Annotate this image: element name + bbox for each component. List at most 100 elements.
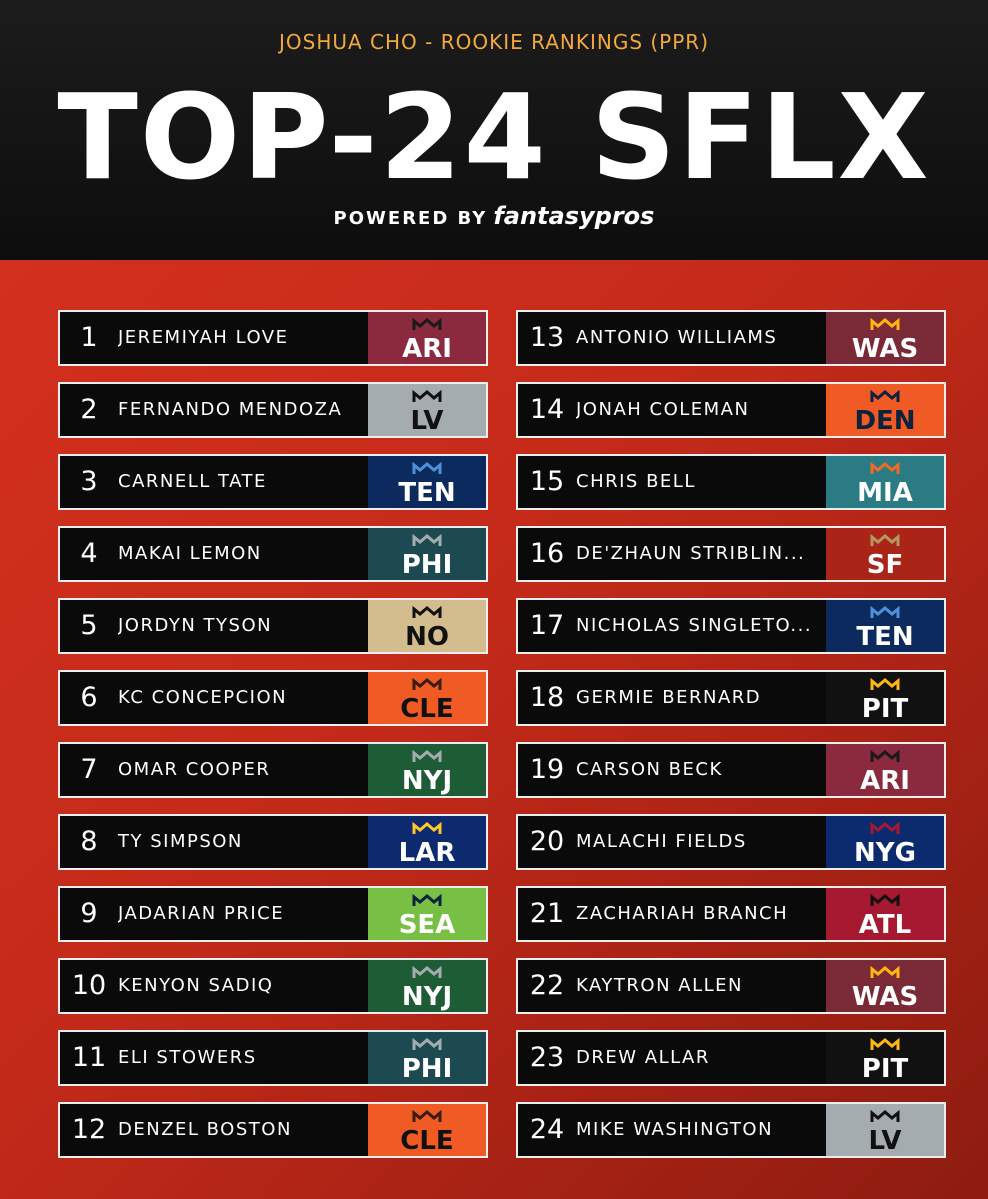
team-badge: CLE: [368, 1104, 486, 1156]
team-abbr: MIA: [857, 478, 913, 508]
team-badge: ARI: [826, 744, 944, 796]
ranking-row: 21 ZACHARIAH BRANCH ATL: [516, 886, 946, 942]
ranking-row: 7 OMAR COOPER NYJ: [58, 742, 488, 798]
ranking-row: 22 KAYTRON ALLEN WAS: [516, 958, 946, 1014]
crown-icon: [412, 894, 442, 906]
rank: 2: [80, 394, 98, 425]
team-badge: PHI: [368, 528, 486, 580]
rank: 22: [529, 970, 565, 1001]
team-badge: WAS: [826, 960, 944, 1012]
crown-icon: [870, 678, 900, 690]
player-name: GERMIE BERNARD: [576, 687, 762, 708]
rank: 7: [80, 754, 98, 785]
player-name: DREW ALLAR: [576, 1047, 710, 1068]
player-name: DE'ZHAUN STRIBLIN...: [576, 543, 806, 564]
player-name: JORDYN TYSON: [118, 615, 273, 636]
crown-icon: [412, 462, 442, 474]
crown-icon: [412, 966, 442, 978]
team-badge: ATL: [826, 888, 944, 940]
team-abbr: WAS: [851, 982, 919, 1012]
team-abbr: DEN: [854, 406, 916, 436]
team-abbr: NYJ: [401, 982, 453, 1012]
team-abbr: ARI: [402, 334, 452, 364]
player-name: KAYTRON ALLEN: [576, 975, 743, 996]
rank: 9: [80, 898, 98, 929]
player-name: CHRIS BELL: [576, 471, 696, 492]
team-abbr: LAR: [398, 838, 456, 868]
rank: 12: [71, 1114, 107, 1145]
ranking-row: 15 CHRIS BELL MIA: [516, 454, 946, 510]
crown-icon: [412, 318, 442, 330]
team-badge: DEN: [826, 384, 944, 436]
team-abbr: PHI: [401, 1054, 453, 1084]
ranking-row: 1 JEREMIYAH LOVE ARI: [58, 310, 488, 366]
ranking-row: 23 DREW ALLAR PIT: [516, 1030, 946, 1086]
crown-icon: [870, 462, 900, 474]
ranking-row: 16 DE'ZHAUN STRIBLIN... SF: [516, 526, 946, 582]
player-name: DENZEL BOSTON: [118, 1119, 292, 1140]
rank: 3: [80, 466, 98, 497]
team-abbr: TEN: [398, 478, 456, 508]
team-badge: PHI: [368, 1032, 486, 1084]
team-abbr: ARI: [860, 766, 910, 796]
team-badge: WAS: [826, 312, 944, 364]
team-badge: NYG: [826, 816, 944, 868]
crown-icon: [412, 390, 442, 402]
crown-icon: [870, 894, 900, 906]
crown-icon: [870, 390, 900, 402]
ranking-row: 18 GERMIE BERNARD PIT: [516, 670, 946, 726]
crown-icon: [870, 318, 900, 330]
player-name: KENYON SADIQ: [118, 975, 274, 996]
team-badge: LV: [368, 384, 486, 436]
team-abbr: LV: [868, 1126, 902, 1156]
ranking-row: 9 JADARIAN PRICE SEA: [58, 886, 488, 942]
team-abbr: LV: [410, 406, 444, 436]
team-badge: ARI: [368, 312, 486, 364]
team-abbr: NO: [405, 622, 449, 652]
rank: 24: [529, 1114, 565, 1145]
team-abbr: NYG: [854, 838, 916, 868]
subtitle: JOSHUA CHO - ROOKIE RANKINGS (PPR): [279, 30, 709, 54]
team-badge: PIT: [826, 672, 944, 724]
ranking-row: 11 ELI STOWERS PHI: [58, 1030, 488, 1086]
team-abbr: ATL: [858, 910, 912, 940]
player-name: MALACHI FIELDS: [576, 831, 747, 852]
rank: 15: [529, 466, 565, 497]
team-badge: SF: [826, 528, 944, 580]
player-name: TY SIMPSON: [118, 831, 243, 852]
player-name: CARSON BECK: [576, 759, 723, 780]
title: TOP-24 SFLX: [57, 68, 931, 206]
team-abbr: PHI: [401, 550, 453, 580]
rank: 23: [529, 1042, 565, 1073]
ranking-row: 12 DENZEL BOSTON CLE: [58, 1102, 488, 1158]
ranking-row: 8 TY SIMPSON LAR: [58, 814, 488, 870]
team-abbr: TEN: [856, 622, 914, 652]
team-badge: TEN: [826, 600, 944, 652]
rank: 11: [71, 1042, 107, 1073]
team-badge: SEA: [368, 888, 486, 940]
ranking-row: 17 NICHOLAS SINGLETO... TEN: [516, 598, 946, 654]
rank: 8: [80, 826, 98, 857]
player-name: JEREMIYAH LOVE: [118, 327, 289, 348]
team-badge: NYJ: [368, 744, 486, 796]
crown-icon: [412, 534, 442, 546]
powered-text: POWERED BY: [333, 208, 488, 229]
team-badge: PIT: [826, 1032, 944, 1084]
player-name: FERNANDO MENDOZA: [118, 399, 343, 420]
team-badge: CLE: [368, 672, 486, 724]
rank: 20: [529, 826, 565, 857]
crown-icon: [870, 606, 900, 618]
player-name: ANTONIO WILLIAMS: [576, 327, 778, 348]
team-abbr: PIT: [861, 694, 909, 724]
powered-by: POWERED BY fantasypros: [0, 202, 988, 230]
player-name: MIKE WASHINGTON: [576, 1119, 774, 1140]
ranking-row: 3 CARNELL TATE TEN: [58, 454, 488, 510]
ranking-row: 10 KENYON SADIQ NYJ: [58, 958, 488, 1014]
ranking-row: 24 MIKE WASHINGTON LV: [516, 1102, 946, 1158]
crown-icon: [870, 822, 900, 834]
rank: 13: [529, 322, 565, 353]
rank: 14: [529, 394, 565, 425]
team-abbr: SF: [866, 550, 904, 580]
ranking-row: 5 JORDYN TYSON NO: [58, 598, 488, 654]
